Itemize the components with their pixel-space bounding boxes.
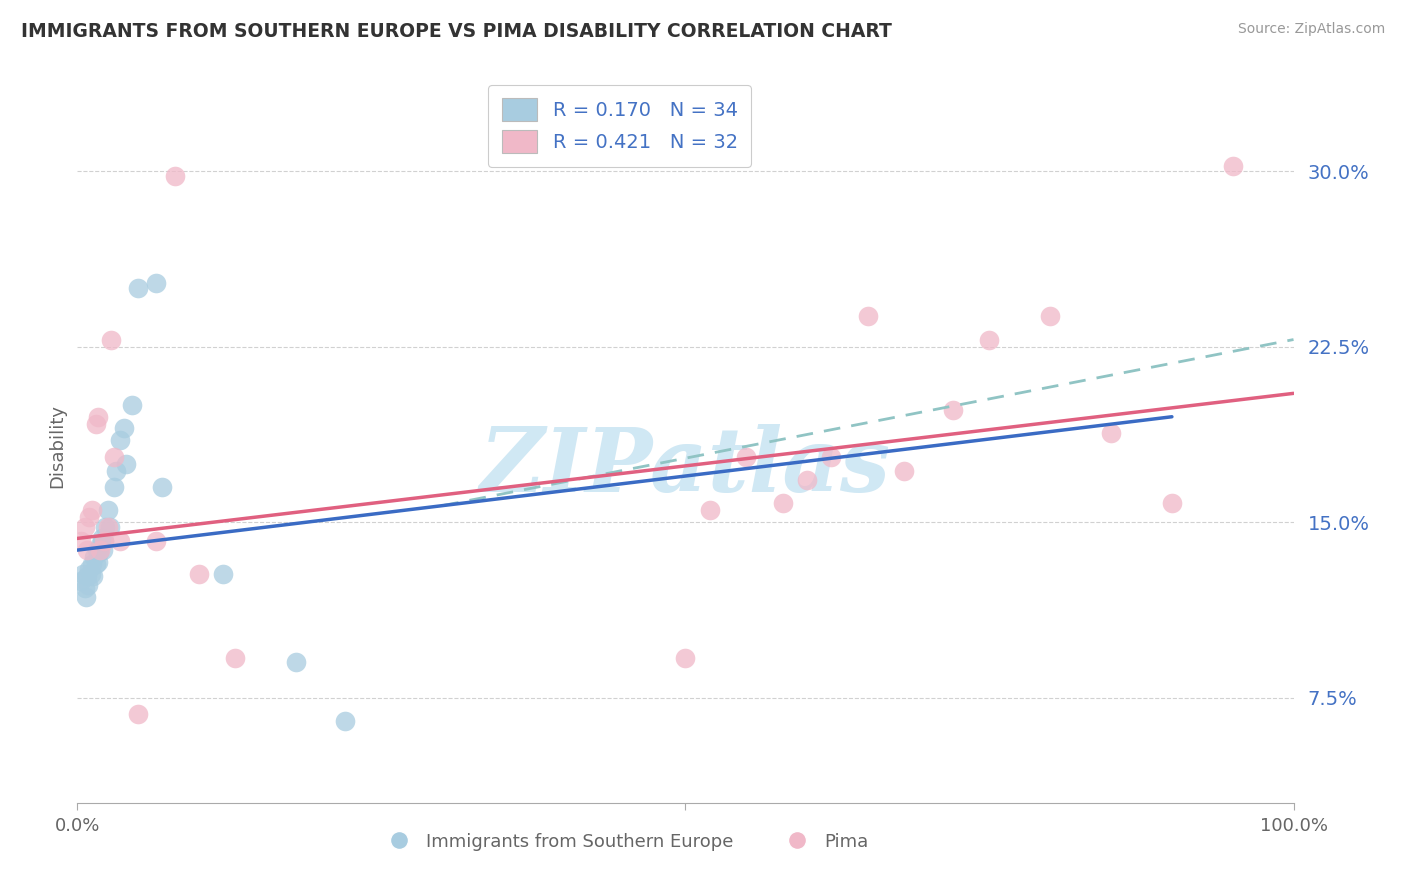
Point xyxy=(856,309,879,323)
Point xyxy=(1161,496,1184,510)
Point xyxy=(97,519,120,533)
Point xyxy=(127,706,149,721)
Point xyxy=(83,550,105,565)
Point xyxy=(820,450,842,464)
Point xyxy=(93,533,115,548)
Point xyxy=(87,555,110,569)
Point xyxy=(103,450,125,464)
Point xyxy=(80,557,103,571)
Point xyxy=(97,503,120,517)
Point xyxy=(76,569,98,583)
Point xyxy=(121,398,143,412)
Point xyxy=(89,545,111,559)
Point xyxy=(108,433,131,447)
Point xyxy=(77,578,100,592)
Text: IMMIGRANTS FROM SOUTHERN EUROPE VS PIMA DISABILITY CORRELATION CHART: IMMIGRANTS FROM SOUTHERN EUROPE VS PIMA … xyxy=(21,22,891,41)
Point xyxy=(152,480,174,494)
Point xyxy=(212,566,235,581)
Point xyxy=(80,566,103,581)
Point xyxy=(72,566,94,581)
Point xyxy=(115,457,138,471)
Point xyxy=(79,562,101,576)
Point xyxy=(91,543,114,558)
Point xyxy=(86,543,108,558)
Point xyxy=(1039,309,1062,323)
Point xyxy=(224,650,246,665)
Point xyxy=(675,650,697,665)
Legend: Immigrants from Southern Europe, Pima: Immigrants from Southern Europe, Pima xyxy=(374,826,876,858)
Point xyxy=(105,464,128,478)
Point xyxy=(84,557,107,571)
Point xyxy=(1222,160,1244,174)
Point xyxy=(82,569,104,583)
Point xyxy=(80,503,103,517)
Point xyxy=(163,169,186,183)
Point xyxy=(145,533,167,548)
Point xyxy=(699,503,721,517)
Point xyxy=(70,574,93,588)
Point xyxy=(84,417,107,431)
Y-axis label: Disability: Disability xyxy=(48,404,66,488)
Text: Source: ZipAtlas.com: Source: ZipAtlas.com xyxy=(1237,22,1385,37)
Point xyxy=(87,409,110,424)
Point xyxy=(76,543,98,558)
Point xyxy=(1099,426,1122,441)
Point xyxy=(89,538,111,552)
Point xyxy=(112,421,135,435)
Point xyxy=(93,533,115,548)
Point xyxy=(75,590,97,604)
Point xyxy=(893,464,915,478)
Point xyxy=(100,333,122,347)
Point xyxy=(90,532,112,546)
Point xyxy=(796,473,818,487)
Point xyxy=(94,519,117,533)
Point xyxy=(89,543,111,558)
Point xyxy=(285,656,308,670)
Point xyxy=(79,510,101,524)
Point xyxy=(735,450,758,464)
Point xyxy=(73,581,96,595)
Point xyxy=(772,496,794,510)
Text: ZIPatlas: ZIPatlas xyxy=(479,425,891,510)
Point xyxy=(333,714,356,728)
Point xyxy=(188,566,211,581)
Point xyxy=(98,519,121,533)
Point xyxy=(108,533,131,548)
Point xyxy=(73,519,96,533)
Point xyxy=(145,277,167,291)
Point xyxy=(979,333,1001,347)
Point xyxy=(127,281,149,295)
Point xyxy=(942,402,965,417)
Point xyxy=(70,533,93,548)
Point xyxy=(103,480,125,494)
